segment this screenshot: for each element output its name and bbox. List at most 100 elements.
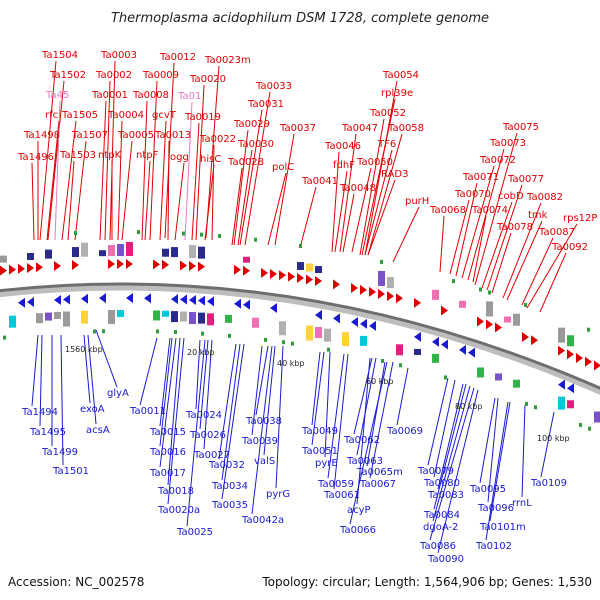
forward-gene-label[interactable]: Ta0074 <box>471 205 508 216</box>
reverse-gene-label[interactable]: Ta0017 <box>149 468 186 479</box>
forward-gene-label[interactable]: Ta0075 <box>502 122 539 133</box>
reverse-gene-label[interactable]: Ta0018 <box>157 486 194 497</box>
forward-gene-label[interactable]: Ta1502 <box>49 70 86 81</box>
reverse-gene-label[interactable]: Ta0090 <box>427 554 464 565</box>
reverse-gene-label[interactable]: Ta0026 <box>189 430 226 441</box>
reverse-gene-label[interactable]: Ta0061 <box>323 490 360 501</box>
reverse-gene-label[interactable]: pyrE <box>315 458 338 469</box>
forward-gene-label[interactable]: Ta0013 <box>154 130 191 141</box>
reverse-gene-label[interactable]: acyP <box>347 505 371 516</box>
forward-gene-label[interactable]: Ta0046 <box>324 141 361 152</box>
reverse-gene-label[interactable]: Ta0025 <box>176 527 213 538</box>
reverse-gene-label[interactable]: Ta0024 <box>185 410 222 421</box>
forward-gene-label[interactable]: TF6 <box>377 139 396 150</box>
reverse-gene-label[interactable]: Ta0020a <box>157 505 200 516</box>
forward-gene-label[interactable]: ntpF <box>136 150 159 161</box>
reverse-gene-label[interactable]: valS <box>254 456 275 467</box>
reverse-gene-label[interactable]: Ta0069 <box>386 426 423 437</box>
forward-gene-label[interactable]: Ta0050 <box>356 157 393 168</box>
reverse-gene-label[interactable]: Ta0034 <box>211 481 248 492</box>
forward-gene-label[interactable]: Ta1496 <box>17 152 54 163</box>
forward-gene-label[interactable]: Ta0037 <box>279 123 316 134</box>
forward-gene-label[interactable]: Ta0005 <box>117 130 154 141</box>
reverse-gene-label[interactable]: Ta0084 <box>423 510 460 521</box>
reverse-gene-label[interactable]: pyrG <box>266 489 290 500</box>
forward-gene-label[interactable]: Ta0020 <box>189 74 226 85</box>
forward-gene-label[interactable]: Ta1505 <box>61 110 98 121</box>
reverse-gene-label[interactable]: Ta0083 <box>427 490 464 501</box>
reverse-gene-label[interactable]: Ta0039 <box>241 436 278 447</box>
forward-gene-label[interactable]: Ta0004 <box>107 110 144 121</box>
reverse-gene-label[interactable]: Ta0109 <box>530 478 567 489</box>
reverse-gene-label[interactable]: Ta0067 <box>359 479 396 490</box>
forward-gene-label[interactable]: RAD3 <box>381 169 408 180</box>
forward-gene-label[interactable]: rps12P <box>563 213 597 224</box>
reverse-gene-label[interactable]: Ta0011 <box>129 406 166 417</box>
forward-gene-label[interactable]: Ta1498 <box>23 130 60 141</box>
forward-gene-label[interactable]: Ta0002 <box>95 70 132 81</box>
reverse-gene-label[interactable]: Ta1494 <box>21 407 58 418</box>
reverse-gene-label[interactable]: Ta0101m <box>479 522 526 533</box>
forward-gene-label[interactable]: Ta0070 <box>454 189 491 200</box>
forward-gene-label[interactable]: Ta0003 <box>100 50 137 61</box>
forward-gene-label[interactable]: Ta0029 <box>233 119 270 130</box>
forward-gene-label[interactable]: Ta0052 <box>369 108 406 119</box>
reverse-gene-label[interactable]: Ta0051 <box>301 446 338 457</box>
forward-gene-label[interactable]: cobD <box>498 191 524 202</box>
reverse-gene-label[interactable]: Ta0096 <box>477 503 514 514</box>
forward-gene-label[interactable]: Ta0071 <box>462 172 499 183</box>
forward-gene-label[interactable]: fdhF <box>333 160 355 171</box>
forward-gene-label[interactable]: Ta0009 <box>142 70 179 81</box>
forward-gene-label[interactable]: Ta0054 <box>382 70 419 81</box>
forward-gene-label[interactable]: Ta0078 <box>496 222 533 233</box>
forward-gene-label[interactable]: rpl39e <box>381 88 413 99</box>
forward-gene-label[interactable]: Ta0008 <box>132 90 169 101</box>
forward-gene-label[interactable]: Ta0047 <box>341 123 378 134</box>
forward-gene-label[interactable]: gcvT <box>152 110 177 121</box>
forward-gene-label[interactable]: ntpK <box>98 150 122 161</box>
forward-gene-label[interactable]: Ta0092 <box>551 242 588 253</box>
reverse-gene-label[interactable]: Ta0065m <box>356 467 403 478</box>
forward-gene-label[interactable]: Ta45 <box>45 90 69 101</box>
reverse-gene-label[interactable]: Ta0042a <box>241 515 284 526</box>
forward-gene-label[interactable]: Ta1504 <box>41 50 78 61</box>
reverse-gene-label[interactable]: Ta0015 <box>149 427 186 438</box>
forward-gene-label[interactable]: Ta0077 <box>507 174 544 185</box>
reverse-gene-label[interactable]: Ta0038 <box>245 416 282 427</box>
forward-gene-label[interactable]: Ta0022 <box>199 134 236 145</box>
forward-gene-label[interactable]: Ta1507 <box>71 130 108 141</box>
forward-gene-label[interactable]: Ta0031 <box>247 99 284 110</box>
reverse-gene-label[interactable]: Ta1499 <box>41 447 78 458</box>
forward-gene-label[interactable]: Ta01 <box>177 91 201 102</box>
forward-gene-label[interactable]: Ta0028 <box>227 157 264 168</box>
forward-gene-label[interactable]: Ta0012 <box>159 52 196 63</box>
reverse-gene-label[interactable]: exoA <box>80 404 105 415</box>
reverse-gene-label[interactable]: glyA <box>107 388 129 399</box>
forward-gene-label[interactable]: Ta0023m <box>204 55 251 66</box>
forward-gene-label[interactable]: Ta0082 <box>526 192 563 203</box>
reverse-gene-label[interactable]: Ta1495 <box>29 427 66 438</box>
reverse-gene-label[interactable]: Ta0016 <box>149 447 186 458</box>
forward-gene-label[interactable]: Ta0033 <box>255 81 292 92</box>
reverse-gene-label[interactable]: acsA <box>86 425 110 436</box>
forward-gene-label[interactable]: Ta0073 <box>489 138 526 149</box>
forward-gene-label[interactable]: ogg <box>170 152 189 163</box>
reverse-gene-label[interactable]: Ta0080 <box>423 478 460 489</box>
forward-gene-label[interactable]: hisC <box>200 154 221 165</box>
reverse-gene-label[interactable]: Ta0086 <box>419 541 456 552</box>
reverse-gene-label[interactable]: Ta0027 <box>193 450 230 461</box>
forward-gene-label[interactable]: rfc <box>45 110 58 121</box>
reverse-gene-label[interactable]: Ta0049 <box>301 426 338 437</box>
reverse-gene-label[interactable]: Ta0032 <box>208 460 245 471</box>
forward-gene-label[interactable]: tmk <box>528 210 548 221</box>
forward-gene-label[interactable]: Ta0072 <box>479 155 516 166</box>
reverse-gene-label[interactable]: Ta0059 <box>317 479 354 490</box>
reverse-gene-label[interactable]: rrnL <box>512 498 532 509</box>
forward-gene-label[interactable]: Ta1503 <box>59 150 96 161</box>
reverse-gene-label[interactable]: Ta0102 <box>475 541 512 552</box>
forward-gene-label[interactable]: Ta0030 <box>237 139 274 150</box>
forward-gene-label[interactable]: Ta0001 <box>91 90 128 101</box>
forward-gene-label[interactable]: Ta0058 <box>387 123 424 134</box>
forward-gene-label[interactable]: Ta0019 <box>184 112 221 123</box>
reverse-gene-label[interactable]: Ta0095 <box>469 484 506 495</box>
